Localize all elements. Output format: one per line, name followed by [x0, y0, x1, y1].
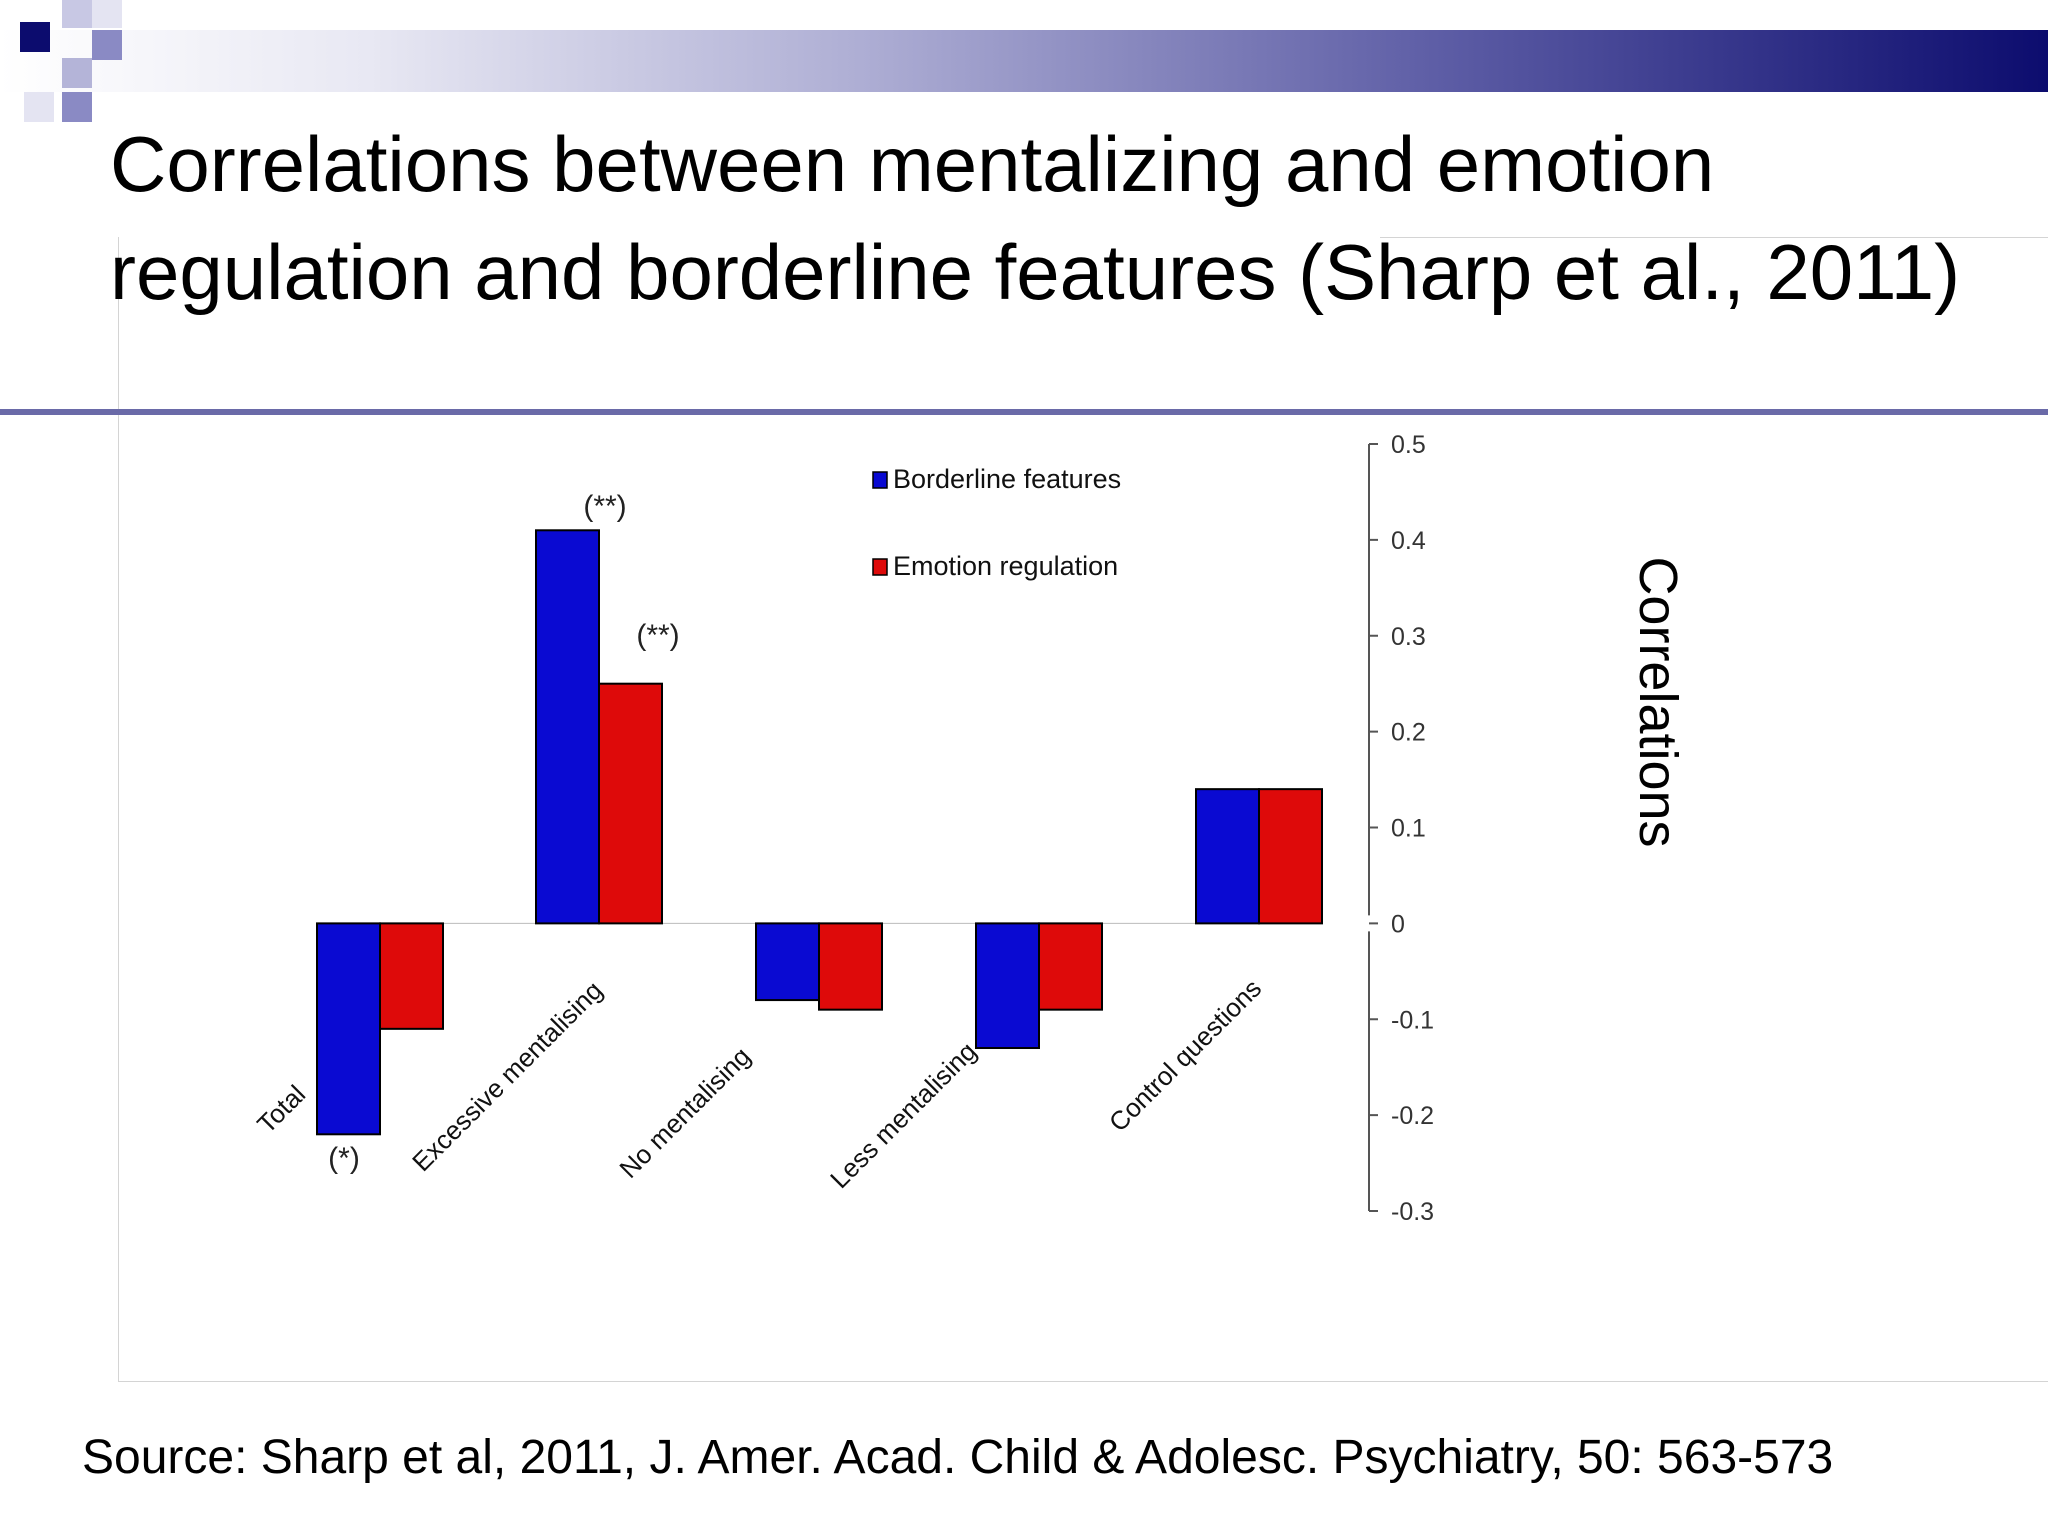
bar-borderline-features	[755, 922, 820, 1002]
bar-emotion-regulation	[1038, 922, 1103, 1011]
slide-title: Correlations between mentalizing and emo…	[110, 120, 1961, 316]
category-label: Less mentalising	[824, 1036, 982, 1194]
bar-emotion-regulation	[1258, 788, 1323, 925]
bar-borderline-features	[975, 922, 1040, 1050]
decorative-square	[92, 30, 122, 60]
decorative-square	[62, 0, 92, 28]
bar-borderline-features	[316, 922, 381, 1136]
bar-borderline-features	[1195, 788, 1260, 925]
legend-swatch	[872, 558, 888, 576]
y-tick-label: 0.5	[1391, 431, 1426, 459]
category-label: No mentalising	[613, 1041, 756, 1184]
y-tick-label: 0	[1391, 910, 1405, 938]
significance-annotation: (**)	[583, 490, 626, 523]
bar-emotion-regulation	[598, 682, 663, 925]
content-frame-left	[118, 237, 119, 1382]
decorative-square	[62, 58, 92, 88]
category-label: Total	[251, 1079, 311, 1139]
decorative-square	[24, 92, 54, 122]
header-gradient-band	[0, 30, 2048, 92]
legend-label: Emotion regulation	[893, 551, 1118, 581]
decorative-square	[92, 0, 122, 28]
legend-swatch	[872, 471, 888, 489]
bar-emotion-regulation	[818, 922, 883, 1011]
title-divider	[0, 409, 2048, 415]
significance-annotation: (**)	[636, 619, 679, 652]
y-tick-label: 0.2	[1391, 719, 1426, 747]
source-citation: Source: Sharp et al, 2011, J. Amer. Acad…	[82, 1431, 1834, 1484]
y-tick-label: -0.1	[1391, 1006, 1434, 1034]
bar-emotion-regulation	[379, 922, 444, 1030]
y-tick-label: 0.3	[1391, 623, 1426, 651]
decorative-square	[62, 92, 92, 122]
bar-borderline-features	[535, 529, 600, 925]
significance-annotation: (*)	[328, 1142, 360, 1175]
content-frame-top	[1380, 237, 2048, 238]
y-axis-title: Correlations	[1628, 556, 1688, 847]
content-frame-bottom	[118, 1381, 2048, 1382]
y-tick-label: 0.1	[1391, 815, 1426, 843]
legend-label: Borderline features	[893, 464, 1121, 494]
y-tick-label: 0.4	[1391, 527, 1426, 555]
category-label: Control questions	[1103, 973, 1267, 1137]
y-tick-label: -0.3	[1391, 1198, 1434, 1226]
decorative-square	[20, 22, 50, 52]
y-tick-label: -0.2	[1391, 1102, 1434, 1130]
